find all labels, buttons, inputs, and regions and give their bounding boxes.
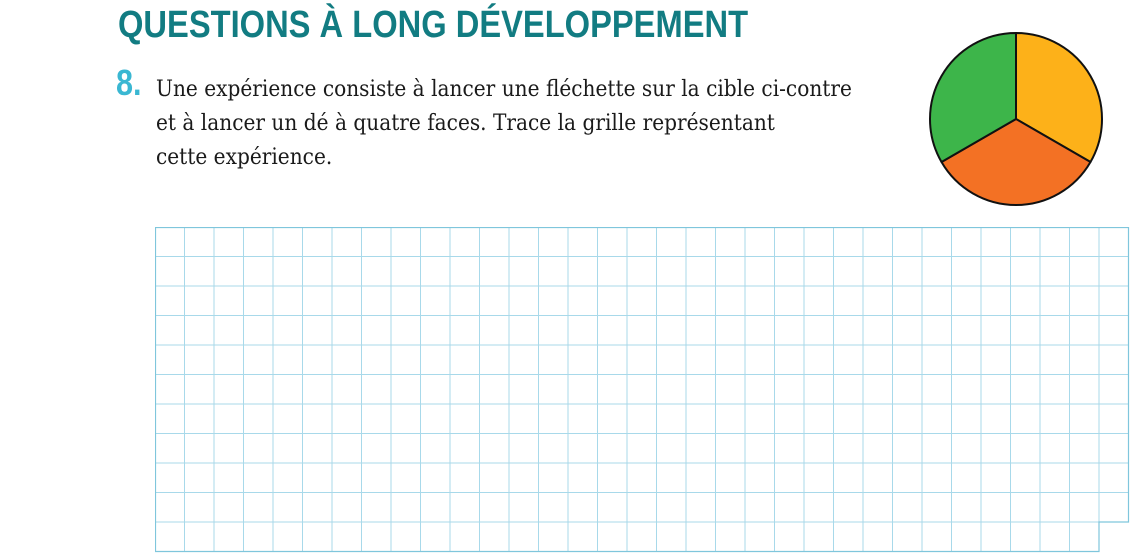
yellow-sector [1015,32,1104,163]
answer-grid-border [155,227,1130,553]
section-title: QUESTIONS À LONG DÉVELOPPEMENT [118,4,749,46]
question-line-1: Une expérience consiste à lancer une flé… [156,77,852,102]
green-sector [928,32,1017,163]
dart-target [928,32,1104,207]
answer-grid[interactable] [155,227,1130,553]
question-text: Une expérience consiste à lancer une flé… [156,73,852,175]
question-line-3: cette expérience. [156,145,333,170]
question-number: 8. [116,62,142,103]
question-line-2: et à lancer un dé à quatre faces. Trace … [156,111,775,136]
